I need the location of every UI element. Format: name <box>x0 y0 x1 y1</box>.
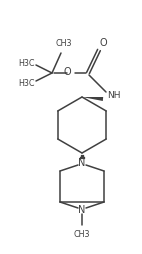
Text: O: O <box>63 67 71 77</box>
Text: H3C: H3C <box>18 78 35 87</box>
Text: O: O <box>100 38 108 48</box>
Polygon shape <box>82 97 103 101</box>
Text: N: N <box>78 205 86 215</box>
Text: CH3: CH3 <box>74 230 90 239</box>
Text: H3C: H3C <box>18 58 35 68</box>
Text: NH: NH <box>107 91 121 101</box>
Text: N: N <box>78 158 86 168</box>
Text: CH3: CH3 <box>56 39 72 48</box>
